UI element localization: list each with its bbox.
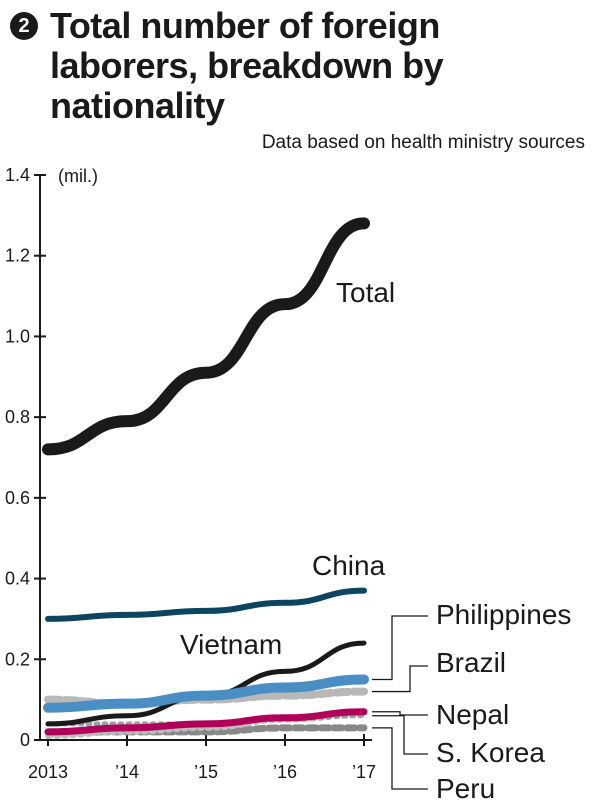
x-tick-label: ’17 [352,762,376,782]
series-label-s-korea: S. Korea [436,737,545,768]
leader-line-brazil [372,665,428,693]
chart-number-badge: 2 [10,12,38,40]
y-tick-label: 0 [20,730,30,750]
y-tick-label: 1.2 [5,246,30,266]
series-label-peru: Peru [436,773,495,800]
chart-source-note: Data based on health ministry sources [261,132,585,153]
title-block: 2 Total number of foreign laborers, brea… [10,6,530,126]
leader-line-peru [372,727,428,790]
leader-line-s-korea [372,715,428,755]
series-label-philippines: Philippines [436,599,571,630]
y-tick-label: 0.4 [5,569,30,589]
series-line-peru-accent [44,708,368,736]
y-tick-label: 0.2 [5,649,30,669]
series-label-brazil: Brazil [436,647,506,678]
axes: 0 0.2 0.4 0.6 0.8 1.0 1.2 1.4 2013 ’14 ’15 ’16 ’17 [5,165,376,782]
series-labels: Total China Vietnam Philippines Brazil Nepal S… [180,277,571,800]
y-tick-label: 1.4 [5,165,30,185]
x-tick-label: ’16 [273,762,297,782]
series-line-philippines [43,674,369,713]
x-tick-label: 2013 [28,762,68,782]
page-title: Total number of foreign laborers, breakd… [50,5,444,126]
series-label-total: Total [336,277,395,308]
series-label-china: China [312,550,386,581]
series-line-total [42,217,370,456]
y-tick-label: 0.8 [5,407,30,427]
x-tick-label: ’14 [115,762,139,782]
leader-line-philippines [372,615,428,681]
y-tick-label: 0.6 [5,488,30,508]
leader-line-nepal [372,711,428,716]
series-line-china [45,587,367,622]
y-tick-label: 1.0 [5,326,30,346]
y-axis-unit-label: (mil.) [58,166,98,186]
x-tick-label: ’15 [194,762,218,782]
series-lines [42,217,370,739]
series-label-nepal: Nepal [436,699,509,730]
leader-lines [372,615,428,790]
series-label-vietnam: Vietnam [180,629,282,660]
